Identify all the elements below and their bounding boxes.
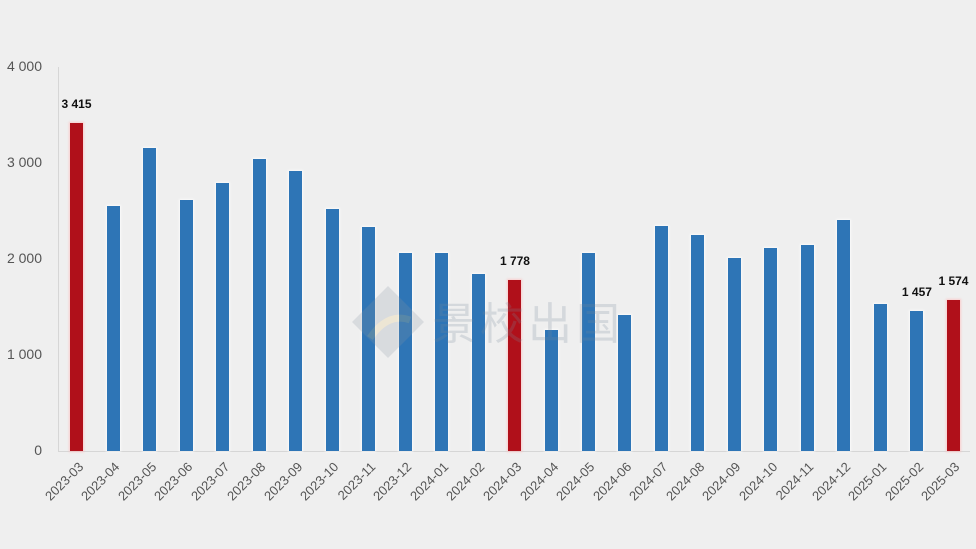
bar-2024-06	[618, 314, 632, 451]
data-label-2023-03: 3 415	[61, 97, 92, 112]
data-label-2025-03: 1 574	[938, 273, 969, 288]
watermark: 景校出国	[348, 282, 648, 372]
bar-2023-09	[289, 171, 303, 451]
bar-2024-05	[581, 253, 595, 451]
bar-2024-02	[471, 274, 485, 451]
bar-2025-02	[910, 311, 924, 451]
bar-2024-12	[837, 220, 851, 451]
watermark-logo-icon	[352, 286, 424, 358]
y-axis-line	[58, 67, 59, 451]
bar-2023-12	[398, 253, 412, 451]
y-tick-label: 0	[34, 442, 42, 458]
bar-2023-07	[216, 183, 230, 451]
bar-2024-08	[691, 235, 705, 451]
x-axis-line	[58, 451, 970, 452]
bar-2024-10	[764, 248, 778, 451]
y-tick-label: 1 000	[6, 346, 42, 362]
bar-2024-01	[435, 253, 449, 451]
y-tick-label: 2 000	[6, 250, 42, 266]
bar-2024-09	[727, 258, 741, 451]
y-tick-label: 3 000	[6, 154, 42, 170]
data-label-2024-03: 1 778	[499, 254, 530, 269]
bar-2023-11	[362, 227, 376, 451]
bar-2023-04	[106, 206, 120, 451]
bar-2023-10	[325, 209, 339, 451]
bar-2024-03	[508, 280, 522, 451]
bar-2025-03	[946, 299, 960, 451]
bar-2024-04	[545, 329, 559, 451]
data-label-2025-02: 1 457	[901, 285, 932, 300]
bar-2023-05	[143, 148, 157, 451]
bar-2024-11	[800, 245, 814, 451]
y-tick-label: 4 000	[6, 58, 42, 74]
bar-2024-07	[654, 226, 668, 451]
bar-2023-06	[179, 200, 193, 451]
bar-2023-08	[252, 159, 266, 451]
watermark-text: 景校出国	[432, 299, 624, 350]
bar-2023-03	[70, 123, 83, 451]
bar-2025-01	[873, 303, 887, 451]
